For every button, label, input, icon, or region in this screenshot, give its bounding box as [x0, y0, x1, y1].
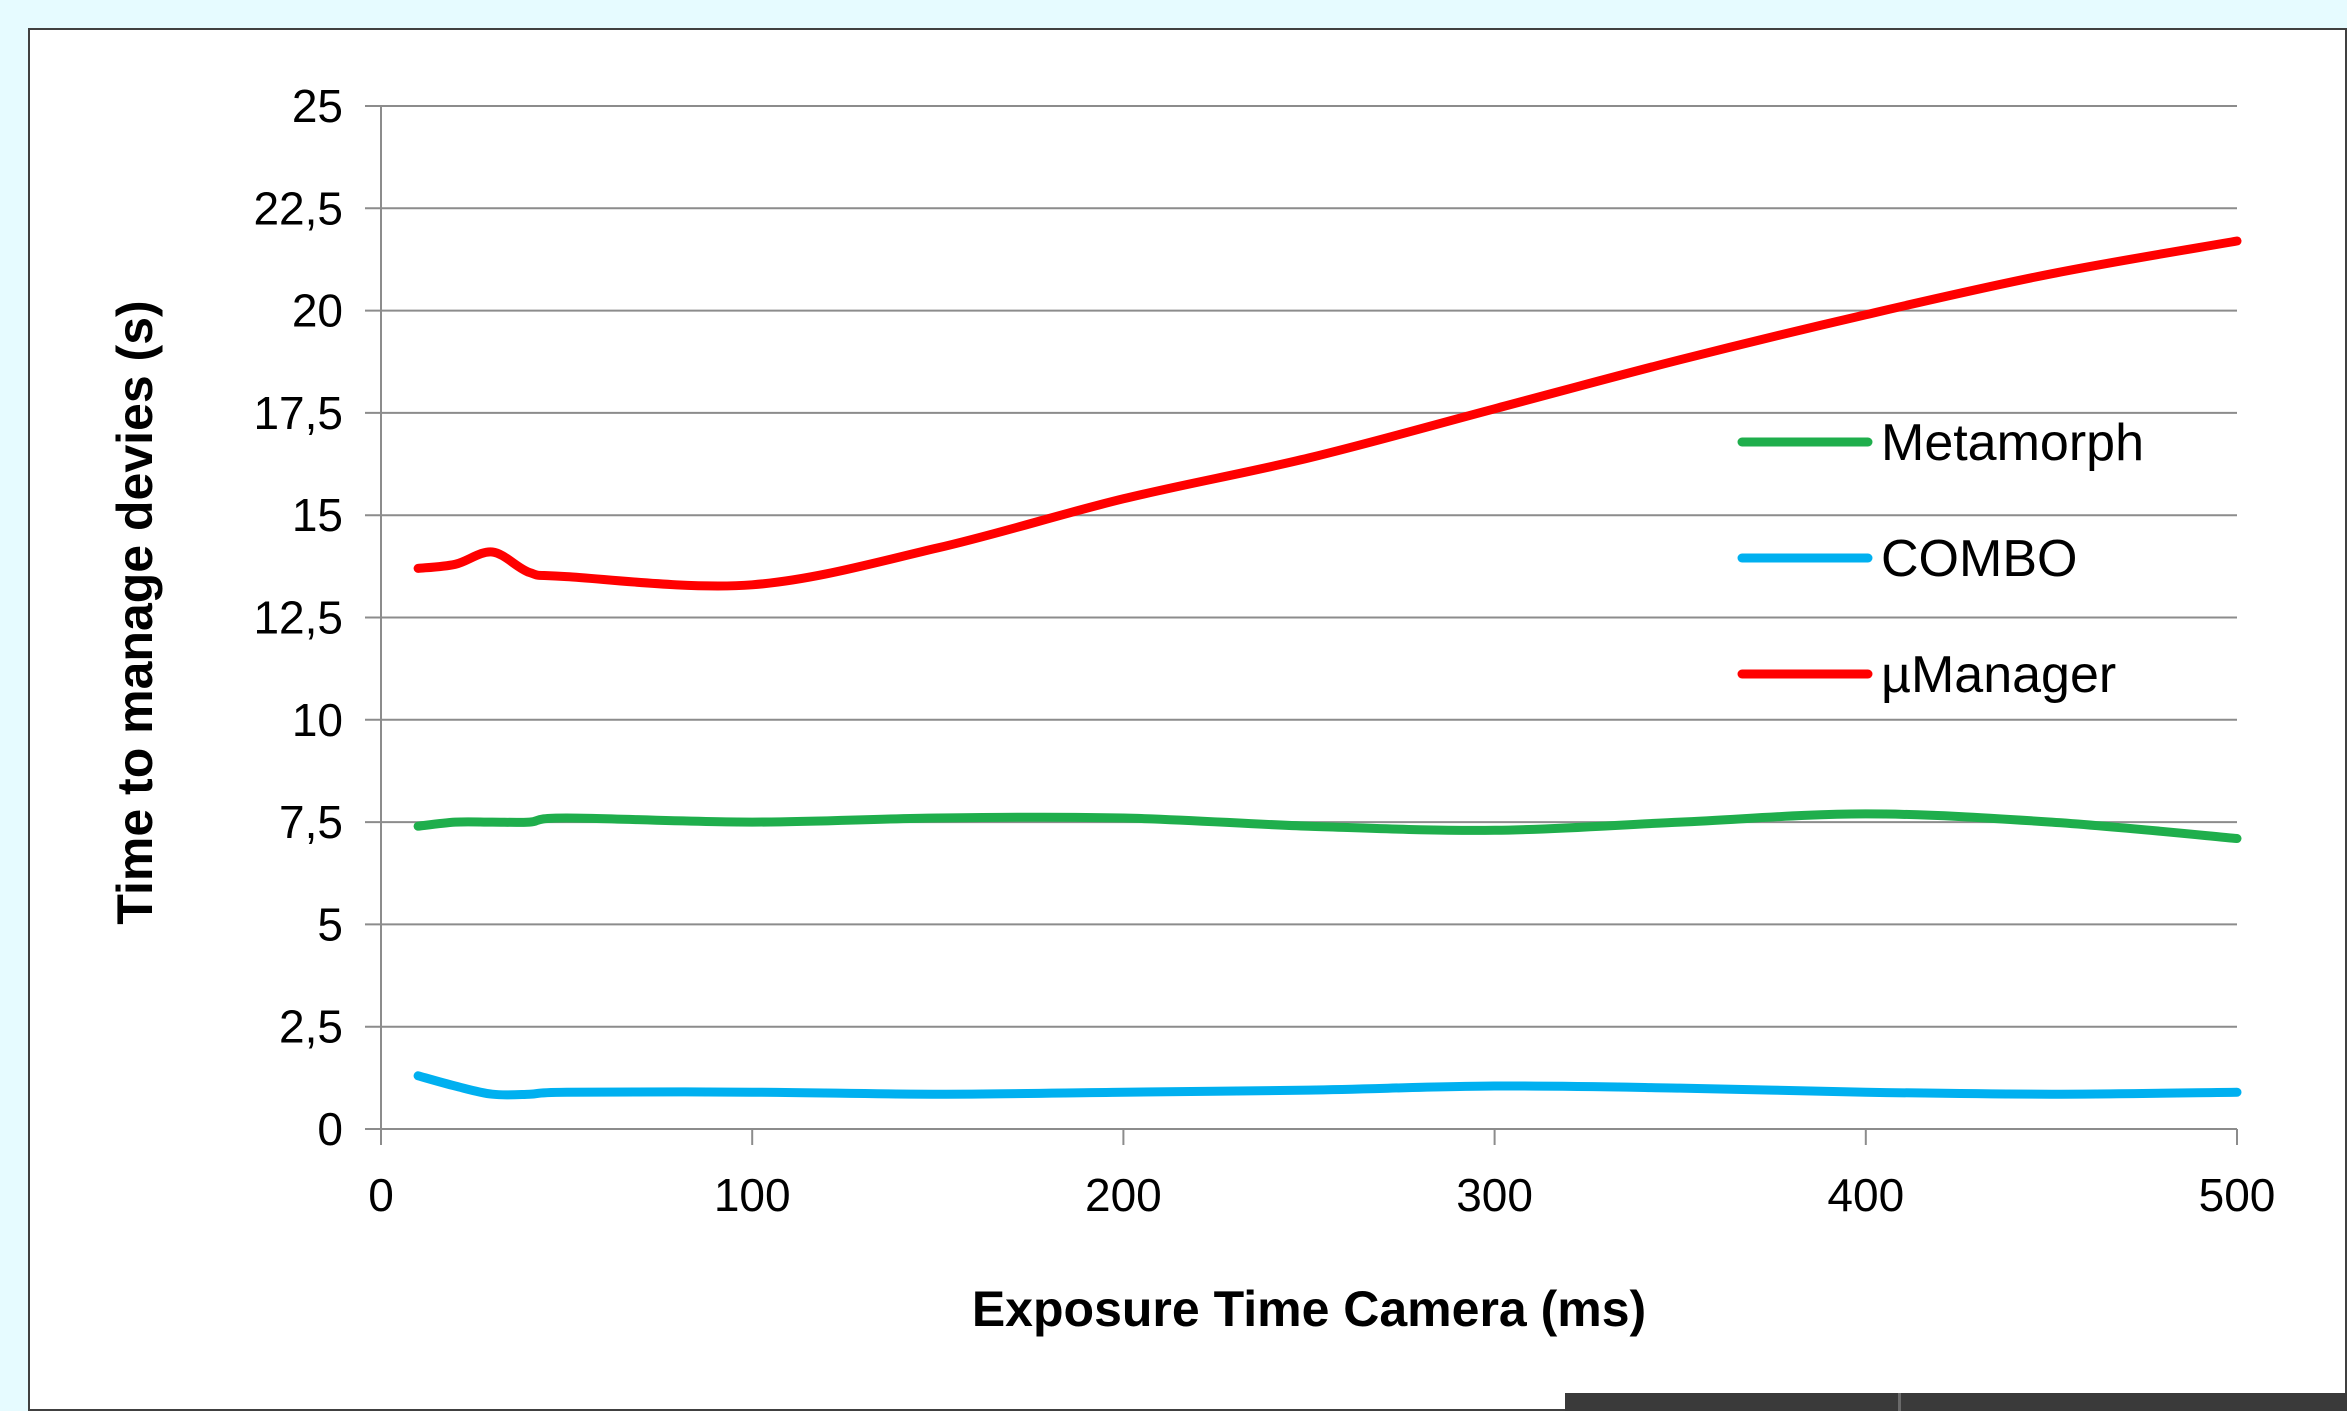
series-line-metamorph [413, 809, 2242, 843]
corner-overlay [1565, 1393, 2347, 1411]
y-tick-label: 22,5 [253, 182, 343, 234]
legend-label: Metamorph [1881, 414, 2144, 472]
y-axis-title: Time to manage devies (s) [107, 300, 163, 924]
axes [365, 106, 2238, 1145]
legend: Metamorph COMBO µManager [1737, 414, 2144, 704]
x-tick-label: 300 [1456, 1169, 1533, 1221]
series-lines [413, 236, 2242, 1100]
line-chart: 0 2,5 5 7,5 10 12,5 15 17,5 20 22,5 25 0 100 200 300 40… [107, 80, 2275, 1337]
y-tick-label: 7,5 [279, 796, 343, 848]
x-tick-label: 500 [2199, 1169, 2276, 1221]
x-tick-label: 400 [1827, 1169, 1904, 1221]
legend-label: µManager [1881, 646, 2116, 704]
y-tick-label: 17,5 [253, 387, 343, 439]
y-tick-label: 0 [317, 1103, 343, 1155]
x-tick-label: 100 [714, 1169, 791, 1221]
corner-overlay-divider [1898, 1393, 1901, 1411]
y-tick-label: 2,5 [279, 1001, 343, 1053]
y-tick-label: 25 [292, 80, 343, 132]
tick-labels: 0 2,5 5 7,5 10 12,5 15 17,5 20 22,5 25 0 100 200 300 40… [253, 80, 2275, 1221]
series-line-combo [413, 1071, 2242, 1100]
series-line-manager [413, 236, 2242, 591]
y-tick-label: 20 [292, 285, 343, 337]
legend-label: COMBO [1881, 530, 2077, 588]
chart-panel: 0 2,5 5 7,5 10 12,5 15 17,5 20 22,5 25 0 100 200 300 40… [28, 28, 2347, 1411]
y-tick-label: 10 [292, 694, 343, 746]
y-tick-label: 5 [317, 898, 343, 950]
x-tick-label: 200 [1085, 1169, 1162, 1221]
x-tick-label: 0 [368, 1169, 394, 1221]
y-tick-label: 12,5 [253, 592, 343, 644]
y-tick-label: 15 [292, 489, 343, 541]
x-axis-title: Exposure Time Camera (ms) [972, 1281, 1646, 1337]
